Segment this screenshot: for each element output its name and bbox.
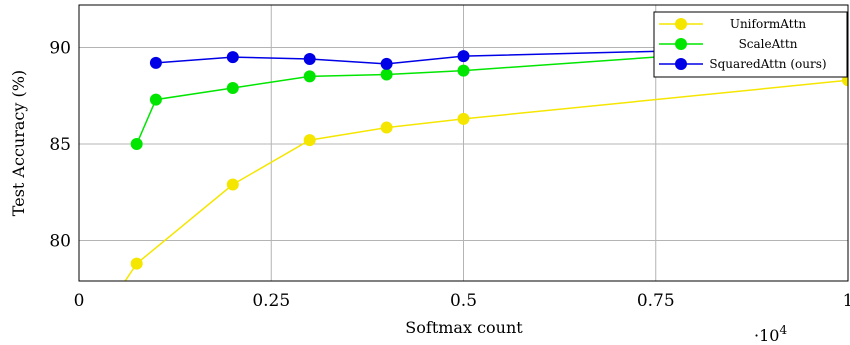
scaleattn-point: [130, 137, 143, 150]
scaleattn-point: [303, 70, 316, 83]
x-tick-label: 0: [74, 291, 85, 311]
plot-frame: [78, 4, 849, 282]
squaredattn-ours-point: [303, 53, 316, 66]
legend: UniformAttn ScaleAttn SquaredAttn (ours): [653, 11, 848, 78]
squaredattn-ours-series: [149, 40, 848, 70]
scaleattn-point: [380, 68, 393, 81]
scaleattn-point: [226, 81, 239, 94]
uniformattn-point: [226, 178, 239, 191]
uniformattn-point: [303, 134, 316, 147]
series-lines: [111, 37, 848, 299]
tick-labels: 0 0.25 0.5 0.75 1 80 85 90: [49, 38, 850, 311]
legend-label: SquaredAttn (ours): [709, 57, 826, 71]
uniformattn-point: [130, 257, 143, 270]
x-tick-label: 0.75: [637, 291, 675, 311]
x-tick-label: 1: [843, 291, 850, 311]
squaredattn-ours-point: [149, 56, 162, 69]
x-axis-multiplier-base: ·10: [754, 326, 779, 345]
squaredattn-ours-point: [380, 57, 393, 70]
legend-item-squaredattn-ours: SquaredAttn (ours): [659, 57, 827, 71]
legend-marker: [675, 38, 687, 50]
x-axis-title: Softmax count: [405, 318, 523, 337]
legend-marker: [675, 58, 687, 70]
x-axis-multiplier: ·104: [754, 323, 787, 345]
legend-label: UniformAttn: [730, 17, 807, 31]
y-tick-label: 85: [49, 135, 71, 155]
x-tick-label: 0.5: [450, 291, 477, 311]
legend-label: ScaleAttn: [739, 37, 798, 51]
y-tick-label: 80: [49, 231, 71, 251]
uniformattn-series: [111, 74, 848, 299]
scaleattn-point: [149, 93, 162, 106]
legend-item-uniformattn: UniformAttn: [659, 17, 806, 31]
uniformattn-point: [111, 287, 123, 299]
scaleattn-point: [457, 64, 470, 77]
squaredattn-ours-point: [226, 51, 239, 64]
uniformattn-point: [380, 121, 393, 134]
legend-marker: [675, 18, 687, 30]
y-tick-label: 90: [49, 38, 71, 58]
squaredattn-ours-point: [457, 50, 470, 63]
uniformattn-point: [457, 112, 470, 125]
x-tick-label: 0.25: [252, 291, 290, 311]
uniformattn-line: [124, 79, 848, 281]
x-axis-multiplier-exponent: 4: [779, 323, 787, 337]
legend-item-scaleattn: ScaleAttn: [659, 37, 798, 51]
y-axis-title: Test Accuracy (%): [9, 70, 28, 216]
squaredattn-ours-line: [155, 45, 848, 65]
